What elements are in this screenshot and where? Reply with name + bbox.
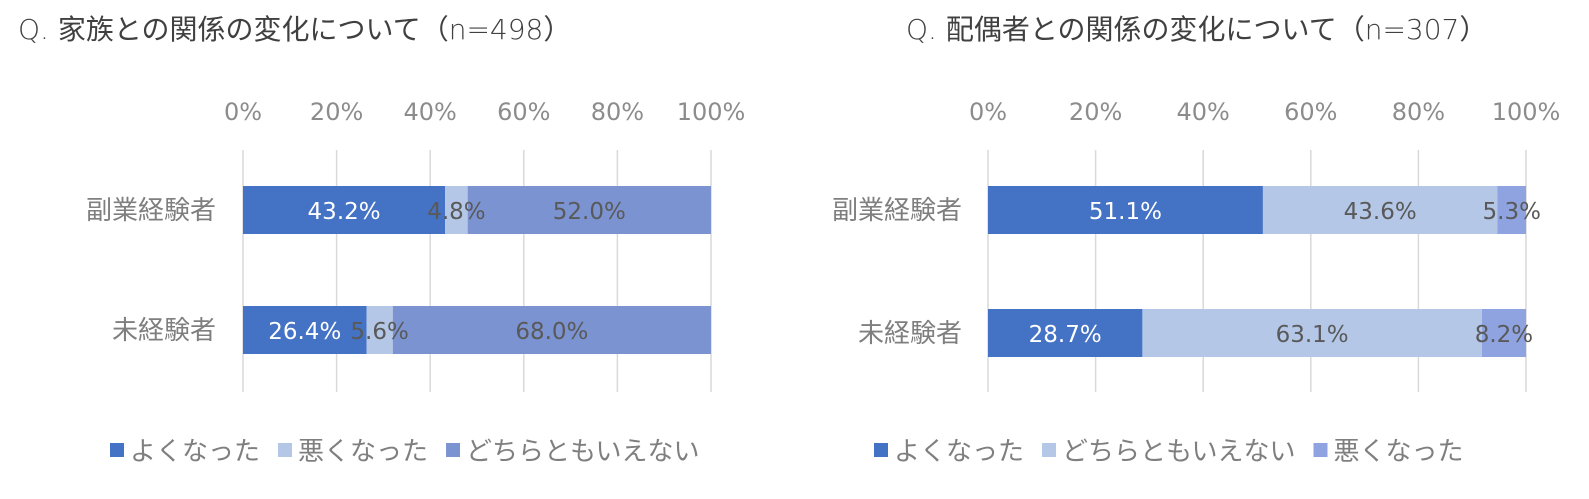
bar-segment xyxy=(1481,309,1526,357)
legend-swatch xyxy=(278,443,293,457)
legend-label: 悪くなった xyxy=(1334,437,1464,467)
legend-label: どちらともいえない xyxy=(1062,437,1295,467)
category-label: 副業経験者 xyxy=(86,196,216,226)
bar-segment xyxy=(988,186,1263,234)
legend-swatch xyxy=(1042,443,1057,457)
bar-segment xyxy=(1142,309,1482,357)
x-tick-label: 20% xyxy=(310,98,363,126)
data-label: 63.1% xyxy=(1276,322,1349,348)
x-tick-label: 80% xyxy=(591,98,644,126)
data-label: 43.6% xyxy=(1344,199,1417,225)
legend-label: よくなった xyxy=(894,437,1024,467)
legend-swatch xyxy=(874,443,888,457)
data-label: 4.8% xyxy=(427,199,485,225)
chart-panel-family: Q. 家族との関係の変化について（n=498） 0% 20% 40% 60% 80% 10… xyxy=(0,0,780,499)
data-label: 5.6% xyxy=(350,319,408,345)
x-tick-label: 40% xyxy=(404,98,457,126)
x-tick-label: 100% xyxy=(677,98,746,126)
data-label: 26.4% xyxy=(268,319,341,345)
x-tick-label: 60% xyxy=(497,98,550,126)
data-label: 5.3% xyxy=(1483,199,1541,225)
data-label: 68.0% xyxy=(515,319,588,345)
legend-swatch xyxy=(446,443,461,457)
legend-label: 悪くなった xyxy=(298,437,428,467)
category-label: 未経験者 xyxy=(858,319,962,349)
data-label: 43.2% xyxy=(308,199,381,225)
category-label: 副業経験者 xyxy=(832,196,962,226)
chart-title: Q. 配偶者との関係の変化について（n=307） xyxy=(906,13,1488,46)
bar-segment xyxy=(445,186,468,234)
data-label: 51.1% xyxy=(1089,199,1162,225)
bar-segment xyxy=(988,309,1143,357)
data-label: 52.0% xyxy=(553,199,626,225)
x-tick-label: 100% xyxy=(1492,98,1561,126)
bar-segment xyxy=(243,186,446,234)
bar-segment xyxy=(1497,186,1526,234)
category-label: 未経験者 xyxy=(112,316,216,346)
x-tick-label: 0% xyxy=(969,98,1007,126)
bar-segment xyxy=(1262,186,1498,234)
x-tick-label: 40% xyxy=(1177,98,1230,126)
bar-segment xyxy=(366,306,393,354)
chart-title: Q. 家族との関係の変化について（n=498） xyxy=(18,13,572,46)
data-label: 28.7% xyxy=(1029,322,1102,348)
legend-swatch xyxy=(110,443,124,457)
bar-segment xyxy=(467,186,711,234)
x-tick-label: 80% xyxy=(1392,98,1445,126)
legend-swatch xyxy=(1313,443,1328,457)
data-label: 8.2% xyxy=(1475,322,1533,348)
x-tick-label: 0% xyxy=(224,98,262,126)
chart-panel-spouse: Q. 配偶者との関係の変化について（n=307） 0% 20% 40% 60% 80% 1… xyxy=(780,0,1589,499)
bar-segment xyxy=(243,306,367,354)
legend-label: よくなった xyxy=(130,437,260,467)
x-tick-label: 20% xyxy=(1069,98,1122,126)
legend-label: どちらともいえない xyxy=(466,437,699,467)
bar-segment xyxy=(392,306,711,354)
x-tick-label: 60% xyxy=(1284,98,1337,126)
